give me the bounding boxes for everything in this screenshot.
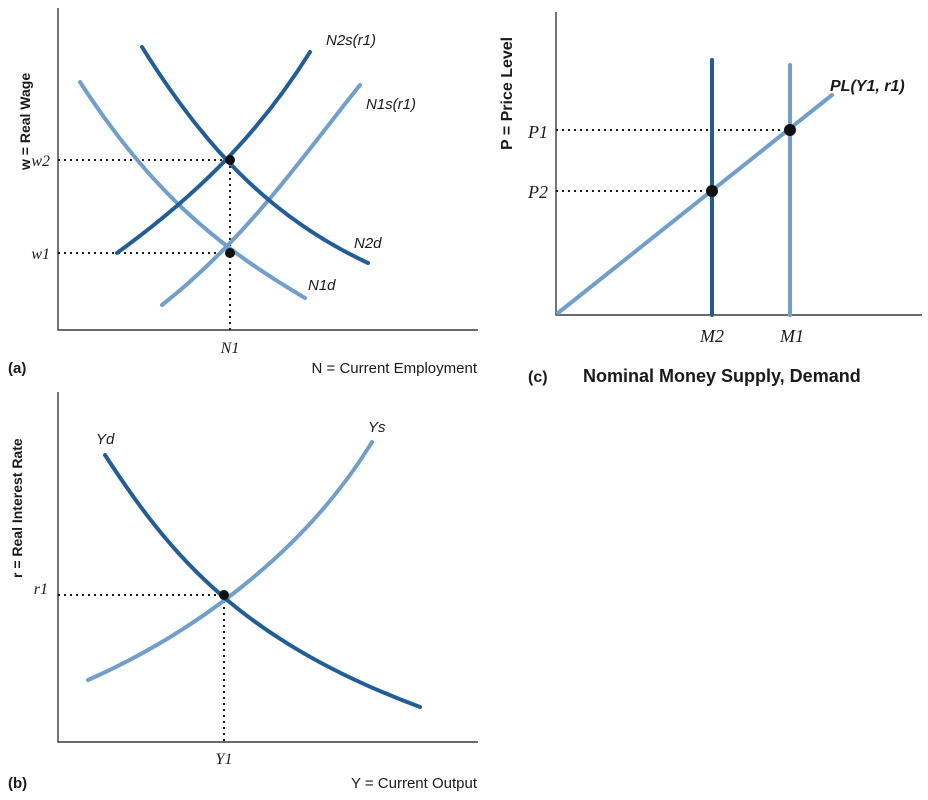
tick-p1: P1 xyxy=(527,122,548,142)
label-labor-supply-1: N1s(r1) xyxy=(366,96,416,113)
curve-output-demand xyxy=(103,453,422,709)
tick-r1: r1 xyxy=(34,581,48,598)
panel-b-axes xyxy=(57,392,478,743)
tick-w1: w1 xyxy=(31,246,50,263)
curve-output-supply xyxy=(86,440,374,682)
panel-c-axes xyxy=(555,12,922,316)
curve-labor-demand-1 xyxy=(78,80,307,300)
panel-b-xlabel: Y = Current Output xyxy=(351,775,478,792)
curve-labor-supply-2 xyxy=(115,50,312,255)
panel-b-ylabel: r = Real Interest Rate xyxy=(9,438,25,578)
tick-m2: M2 xyxy=(699,326,724,346)
panel-c: P = Price Level (c) Nominal Money Supply… xyxy=(499,12,922,386)
tick-y1: Y1 xyxy=(216,751,233,768)
curve-labor-demand-2 xyxy=(140,45,370,265)
equilibrium-point-1 xyxy=(225,248,235,258)
panel-a-axes xyxy=(57,8,478,331)
equilibrium-point-p2 xyxy=(706,185,718,197)
panel-b: r = Real Interest Rate Y = Current Outpu… xyxy=(8,392,478,792)
label-labor-supply-2: N2s(r1) xyxy=(326,32,376,49)
tick-m1: M1 xyxy=(779,326,804,346)
tick-p2: P2 xyxy=(527,182,548,202)
panel-c-ylabel: P = Price Level xyxy=(499,37,516,150)
panel-c-label: (c) xyxy=(528,369,548,386)
panel-a-xlabel: N = Current Employment xyxy=(312,360,478,377)
panel-a-label: (a) xyxy=(8,360,26,377)
tick-n1: N1 xyxy=(220,340,240,357)
label-output-supply: Ys xyxy=(368,419,386,436)
equilibrium-point-2 xyxy=(225,155,235,165)
panel-b-label: (b) xyxy=(8,775,27,792)
panel-c-xlabel: Nominal Money Supply, Demand xyxy=(583,366,861,386)
label-labor-demand-1: N1d xyxy=(308,277,336,294)
label-output-demand: Yd xyxy=(96,431,115,448)
panel-a-ylabel: w = Real Wage xyxy=(17,73,33,171)
panel-a: w = Real Wage N = Current Employment (a)… xyxy=(8,8,478,377)
label-labor-demand-2: N2d xyxy=(354,235,382,252)
tick-w2: w2 xyxy=(31,153,50,170)
equilibrium-point-b xyxy=(219,590,229,600)
equilibrium-point-p1 xyxy=(784,124,796,136)
label-price-level: PL(Y1, r1) xyxy=(830,78,905,95)
